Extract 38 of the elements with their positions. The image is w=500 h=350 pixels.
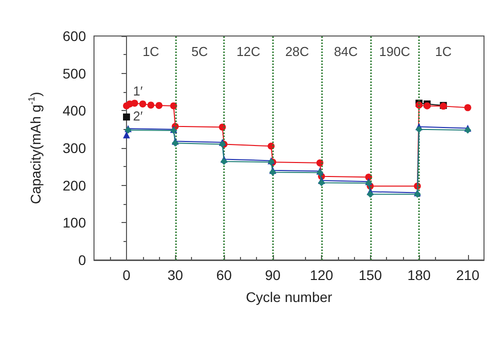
y-tick-label: 100 <box>62 214 86 231</box>
annotation: 28C <box>285 44 310 60</box>
point <box>123 114 130 121</box>
point <box>123 131 130 138</box>
annotation: 1′ <box>133 84 144 99</box>
point <box>416 126 422 133</box>
x-axis-title: Cycle number <box>246 289 333 305</box>
y-axis-title: Capacity(mAh g-1) <box>26 92 44 204</box>
x-tick-label: 180 <box>407 267 431 283</box>
point <box>318 179 325 186</box>
annotation: 12C <box>236 44 260 60</box>
annotation: 1C <box>142 44 160 60</box>
x-tick-label: 60 <box>216 267 232 283</box>
point <box>156 102 162 109</box>
x-tick-label: 120 <box>310 267 334 283</box>
x-tick-label: 210 <box>456 267 480 283</box>
point <box>316 159 324 166</box>
annotation: 1C <box>435 44 452 60</box>
annotation: 190C <box>379 44 410 60</box>
annotation: 84C <box>334 44 358 60</box>
x-tick-label: 30 <box>167 267 184 283</box>
point <box>147 102 154 109</box>
point <box>366 190 374 198</box>
y-tick-label: 0 <box>78 252 86 268</box>
x-tick-label: 90 <box>264 267 281 283</box>
point <box>464 104 472 112</box>
y-tick-label: 300 <box>62 140 86 156</box>
annotation: 2′ <box>133 108 144 124</box>
x-tick-label: 0 <box>122 267 131 283</box>
y-tick-label: 600 <box>62 28 86 44</box>
y-tick-label: 400 <box>62 102 86 119</box>
point <box>170 102 178 110</box>
point <box>131 100 138 107</box>
x-tick-label: 150 <box>358 267 382 283</box>
y-tick-label: 200 <box>62 177 86 194</box>
point <box>139 100 146 108</box>
y-tick-label: 500 <box>62 65 86 82</box>
annotation: 5C <box>191 44 208 60</box>
